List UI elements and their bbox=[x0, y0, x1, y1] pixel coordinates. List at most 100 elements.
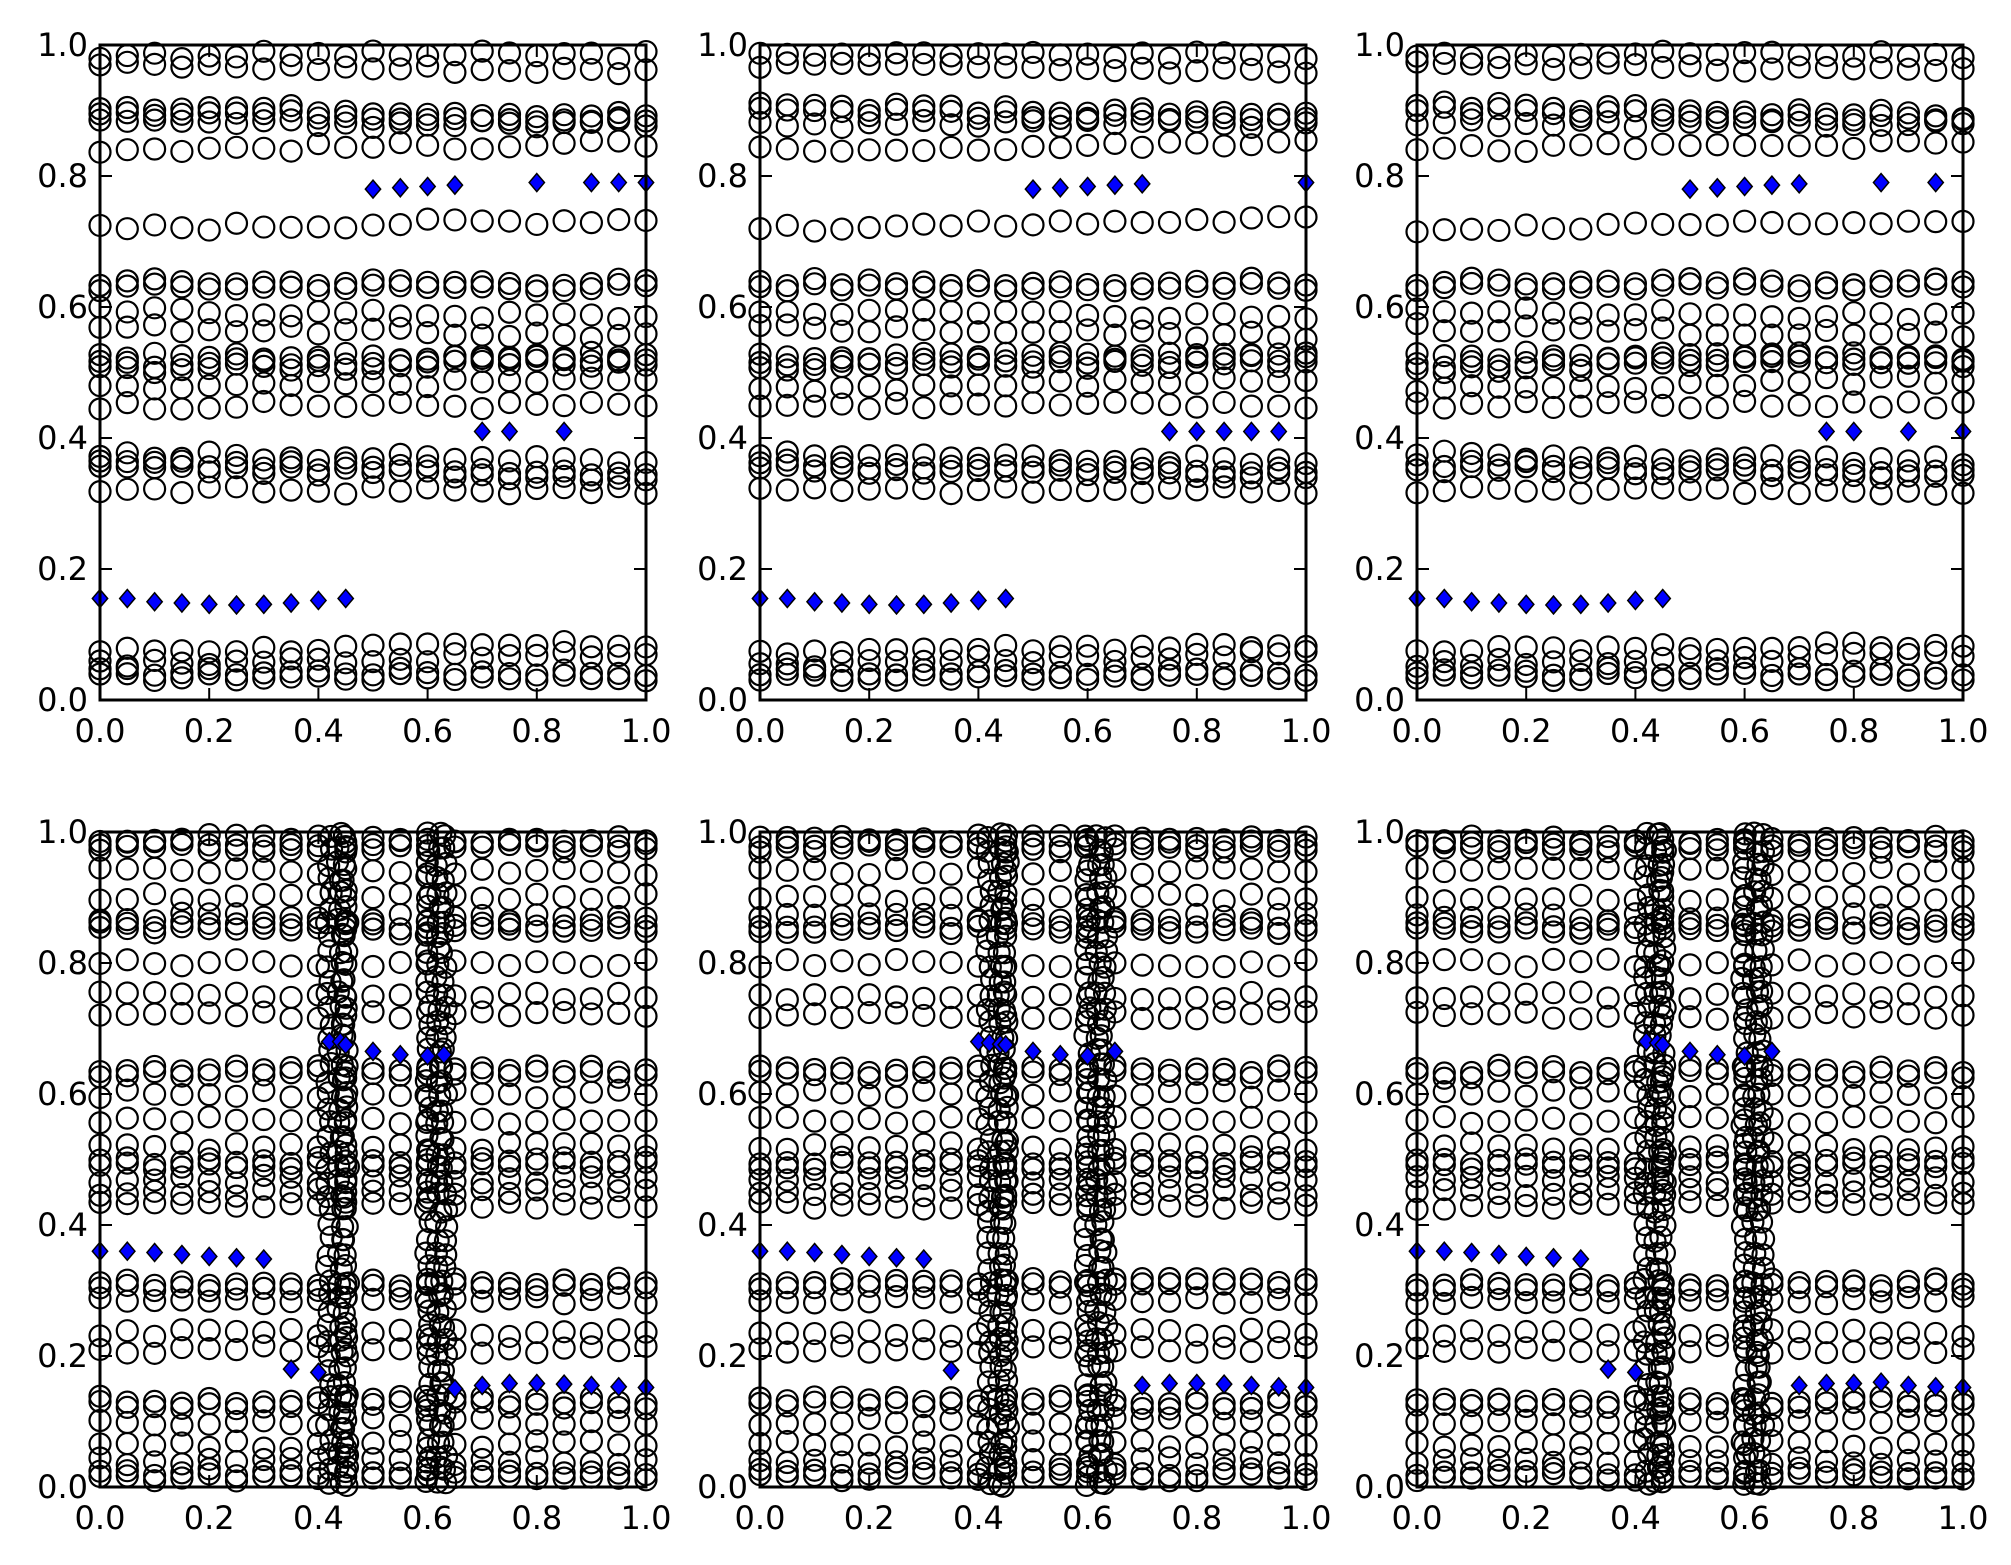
data-point-circle bbox=[1896, 459, 1921, 483]
data-point-circle bbox=[1735, 1199, 1759, 1223]
data-point-diamond bbox=[118, 588, 136, 609]
data-point-circle bbox=[279, 139, 303, 163]
data-point-circle bbox=[1157, 827, 1182, 851]
data-point-circle bbox=[802, 454, 827, 478]
data-point-circle bbox=[443, 667, 467, 692]
data-point-circle bbox=[995, 1139, 1019, 1163]
data-point-circle bbox=[170, 1155, 194, 1179]
data-point-circle bbox=[470, 857, 494, 881]
data-point-circle bbox=[497, 390, 522, 415]
data-point-circle bbox=[525, 858, 549, 883]
data-point-circle bbox=[939, 649, 963, 673]
data-point-circle bbox=[607, 1395, 631, 1420]
data-point-circle bbox=[1212, 1272, 1236, 1296]
data-point-circle bbox=[115, 449, 139, 474]
data-point-circle bbox=[1787, 657, 1811, 681]
data-point-circle bbox=[884, 138, 909, 162]
data-point-circle bbox=[979, 894, 1003, 918]
data-point-circle bbox=[1075, 457, 1100, 482]
data-point-circle bbox=[1896, 464, 1921, 488]
data-point-circle bbox=[1678, 1058, 1702, 1083]
data-point-circle bbox=[1869, 322, 1893, 346]
data-point-circle bbox=[1212, 1397, 1236, 1421]
data-point-circle bbox=[939, 459, 963, 484]
data-point-circle bbox=[966, 269, 991, 293]
data-point-circle bbox=[966, 138, 991, 162]
data-point-circle bbox=[1787, 662, 1811, 686]
data-point-circle bbox=[224, 395, 249, 419]
data-point-circle bbox=[1643, 1469, 1667, 1493]
data-point-circle bbox=[334, 662, 358, 686]
data-point-circle bbox=[1157, 1165, 1182, 1189]
data-point-circle bbox=[884, 351, 909, 375]
data-point-circle bbox=[143, 882, 167, 906]
data-point-circle bbox=[1896, 1336, 1921, 1360]
data-point-circle bbox=[1787, 1151, 1811, 1175]
data-point-diamond bbox=[1899, 421, 1918, 442]
data-point-circle bbox=[552, 885, 576, 909]
data-point-circle bbox=[1814, 212, 1839, 236]
x-tick-label: 0.0 bbox=[75, 712, 126, 750]
data-point-circle bbox=[1596, 1137, 1620, 1161]
data-point-circle bbox=[1487, 1387, 1511, 1411]
data-point-circle bbox=[1185, 59, 1209, 83]
data-point-circle bbox=[279, 985, 303, 1010]
data-point-circle bbox=[1459, 1411, 1484, 1435]
data-point-circle bbox=[1432, 889, 1456, 913]
data-point-diamond bbox=[969, 590, 988, 611]
data-point-circle bbox=[470, 1289, 494, 1313]
data-point-diamond bbox=[200, 594, 218, 615]
data-point-circle bbox=[1432, 396, 1456, 420]
data-point-circle bbox=[1678, 661, 1702, 685]
data-point-circle bbox=[361, 917, 385, 941]
data-point-circle bbox=[443, 662, 467, 686]
data-point-circle bbox=[1678, 1340, 1702, 1364]
data-point-circle bbox=[884, 1179, 909, 1203]
data-point-circle bbox=[1814, 1269, 1839, 1294]
data-point-circle bbox=[830, 445, 854, 469]
data-point-circle bbox=[992, 980, 1016, 1004]
data-point-circle bbox=[497, 1324, 522, 1349]
data-point-circle bbox=[1842, 1407, 1866, 1431]
data-point-circle bbox=[1157, 107, 1182, 132]
data-point-circle bbox=[1705, 1435, 1729, 1459]
data-point-circle bbox=[607, 1466, 631, 1490]
data-point-circle bbox=[170, 1466, 194, 1490]
data-point-circle bbox=[775, 453, 799, 477]
data-point-circle bbox=[306, 1413, 330, 1438]
data-point-circle bbox=[1267, 1168, 1291, 1192]
data-point-circle bbox=[1732, 453, 1757, 477]
data-point-circle bbox=[802, 98, 827, 123]
data-point-circle bbox=[425, 1255, 449, 1279]
data-point-circle bbox=[830, 1182, 854, 1206]
data-point-circle bbox=[1459, 1268, 1484, 1292]
data-point-circle bbox=[802, 93, 827, 117]
data-point-circle bbox=[429, 940, 453, 965]
data-point-circle bbox=[1541, 133, 1566, 157]
data-point-circle bbox=[912, 649, 936, 673]
data-point-circle bbox=[1459, 319, 1484, 343]
data-point-circle bbox=[334, 894, 358, 919]
data-point-circle bbox=[884, 828, 909, 852]
data-point-circle bbox=[1074, 883, 1098, 907]
data-point-circle bbox=[1569, 856, 1593, 881]
data-point-circle bbox=[279, 1436, 303, 1460]
data-point-circle bbox=[1487, 1181, 1511, 1206]
data-point-circle bbox=[197, 1105, 221, 1129]
data-point-circle bbox=[1678, 110, 1702, 134]
data-point-circle bbox=[1760, 133, 1784, 158]
data-point-circle bbox=[1623, 211, 1648, 235]
y-tick-label: 0.0 bbox=[37, 681, 88, 719]
data-point-circle bbox=[1596, 652, 1620, 676]
data-point-circle bbox=[1747, 1082, 1771, 1106]
data-point-circle bbox=[579, 1196, 604, 1220]
data-point-circle bbox=[143, 1288, 167, 1313]
data-point-circle bbox=[1076, 1156, 1100, 1180]
data-point-circle bbox=[306, 1193, 330, 1217]
data-point-circle bbox=[315, 1254, 339, 1279]
data-point-circle bbox=[1432, 1197, 1456, 1221]
data-point-circle bbox=[775, 1180, 799, 1204]
data-point-circle bbox=[857, 215, 881, 240]
data-point-circle bbox=[552, 103, 576, 127]
data-point-circle bbox=[1732, 105, 1757, 129]
